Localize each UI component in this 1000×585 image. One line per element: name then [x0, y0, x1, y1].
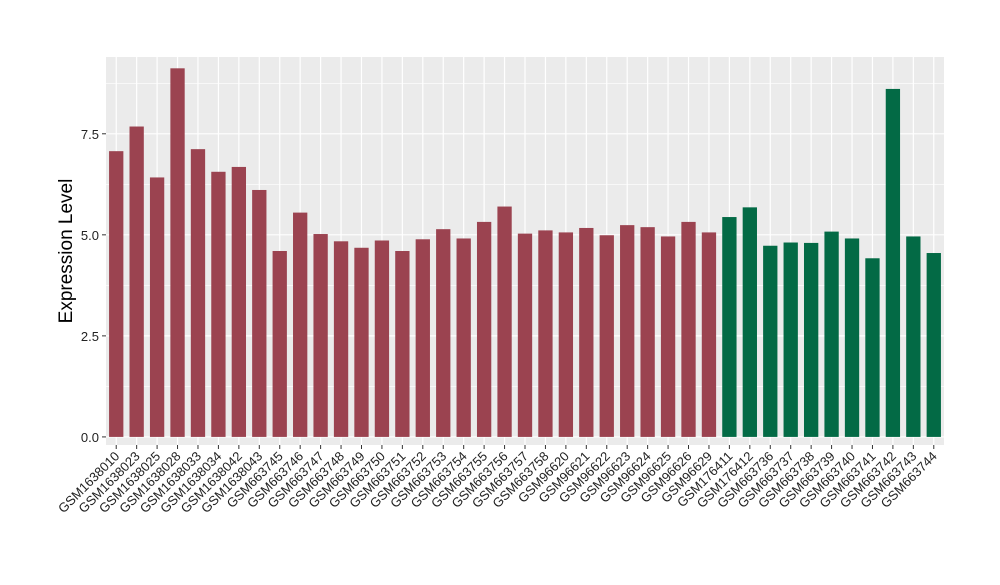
- y-tick-label: 5.0: [81, 228, 99, 243]
- bar-gsm663755: [476, 221, 492, 437]
- y-axis: 0.0 2.5 5.0 7.5: [81, 127, 106, 445]
- bar-gsm663750: [374, 240, 390, 437]
- bar-gsm1638025: [149, 177, 165, 437]
- bar-gsm96620: [558, 232, 574, 437]
- y-axis-label: Expression Level: [56, 179, 77, 324]
- bar-gsm663754: [456, 238, 471, 437]
- bar-gsm663747: [313, 234, 328, 437]
- bar-gsm1638043: [252, 189, 267, 437]
- bar-gsm1638028: [170, 68, 185, 437]
- bar-gsm663758: [538, 230, 553, 437]
- bar-gsm663752: [415, 239, 430, 437]
- bar-gsm663742: [885, 88, 901, 437]
- y-tick-label: 7.5: [81, 127, 99, 142]
- bar-gsm663739: [824, 231, 839, 437]
- bar-gsm663740: [844, 238, 860, 437]
- bar-gsm663745: [272, 251, 287, 437]
- bar-gsm1638010: [109, 151, 124, 437]
- bar-gsm663757: [517, 233, 533, 437]
- y-tick-label: 0.0: [81, 430, 99, 445]
- bar-gsm663748: [333, 241, 349, 437]
- bar-gsm96622: [599, 235, 614, 437]
- bar-gsm663753: [436, 229, 451, 437]
- y-tick-label: 2.5: [81, 329, 99, 344]
- bar-gsm663751: [395, 251, 410, 437]
- x-axis: GSM1638010GSM1638023GSM1638025GSM1638028…: [55, 445, 940, 516]
- bar-gsm663743: [906, 236, 921, 437]
- bar-gsm663749: [354, 247, 369, 437]
- bar-gsm96624: [640, 227, 655, 437]
- bar-gsm663737: [783, 242, 798, 437]
- bar-gsm663736: [763, 245, 778, 437]
- bar-gsm1638042: [231, 166, 247, 437]
- bar-gsm176412: [742, 207, 757, 437]
- bar-gsm663756: [497, 206, 512, 437]
- bar-gsm96623: [620, 225, 635, 437]
- bar-gsm663741: [865, 258, 880, 437]
- bar-gsm96625: [660, 236, 676, 437]
- bar-gsm96629: [701, 232, 717, 437]
- bar-gsm1638033: [190, 149, 206, 437]
- bar-gsm663746: [293, 212, 308, 437]
- bar-gsm1638023: [129, 126, 144, 437]
- bar-gsm96626: [681, 221, 696, 437]
- bar-gsm96621: [579, 227, 594, 437]
- bars: [109, 68, 941, 437]
- bar-gsm663738: [803, 242, 819, 437]
- bar-gsm663744: [926, 253, 941, 437]
- bar-gsm176411: [722, 217, 737, 437]
- bar-gsm1638034: [211, 171, 226, 437]
